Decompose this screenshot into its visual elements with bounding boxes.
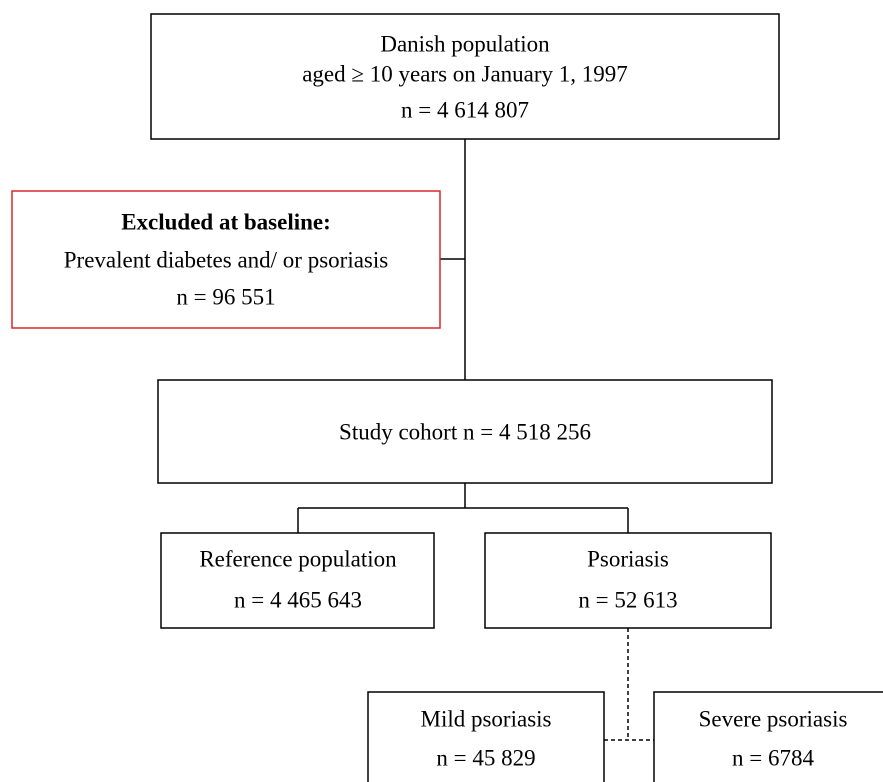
psoriasis-box (484, 532, 772, 629)
connector (297, 139, 629, 533)
node-text: Prevalent diabetes and/ or psoriasis (64, 247, 389, 272)
node-text: n = 45 829 (436, 745, 535, 770)
node-text: Mild psoriasis (421, 706, 552, 731)
node-text: Psoriasis (587, 546, 669, 571)
node-title: Excluded at baseline: (121, 209, 331, 234)
cohort-box (157, 379, 773, 484)
node-text: n = 52 613 (578, 587, 677, 612)
node-text: n = 4 465 643 (234, 587, 362, 612)
population-box (150, 13, 780, 140)
node-text: n = 96 551 (176, 284, 275, 309)
node-text: Study cohort n = 4 518 256 (339, 419, 591, 444)
node-text: Danish population (380, 31, 550, 56)
node-text: Reference population (199, 546, 397, 571)
dashed-connector (604, 628, 654, 741)
excluded-box (11, 190, 441, 329)
severe-box (653, 691, 883, 782)
node-text: n = 6784 (732, 745, 814, 770)
node-text: aged ≥ 10 years on January 1, 1997 (302, 61, 628, 86)
mild-box (367, 691, 605, 782)
node-text: n = 4 614 807 (401, 97, 529, 122)
node-text: Severe psoriasis (699, 706, 848, 731)
reference-box (160, 532, 435, 629)
